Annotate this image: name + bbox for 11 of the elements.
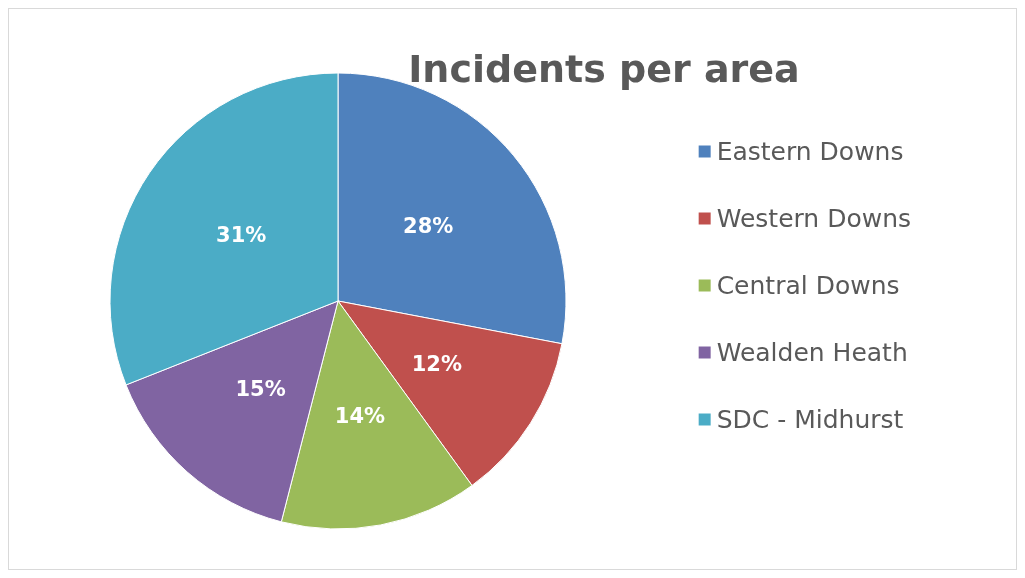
- data-label: 12%: [411, 351, 462, 376]
- legend-label: Wealden Heath: [716, 338, 908, 367]
- chart-title: Incidents per area: [408, 47, 800, 91]
- data-label: 15%: [235, 376, 286, 401]
- legend-label: Western Downs: [716, 204, 912, 233]
- legend-label: Eastern Downs: [716, 137, 904, 166]
- data-label: 14%: [334, 403, 386, 428]
- data-label: 31%: [216, 223, 267, 248]
- legend-label: Central Downs: [716, 271, 900, 300]
- data-label: 28%: [403, 214, 454, 239]
- legend-label: SDC - Midhurst: [716, 405, 904, 434]
